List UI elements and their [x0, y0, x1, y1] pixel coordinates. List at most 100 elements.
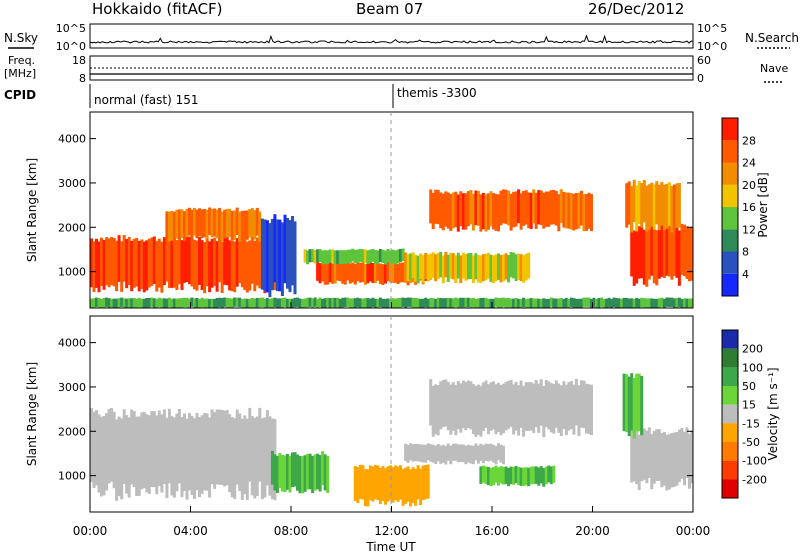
heatmap-cell	[183, 211, 186, 242]
heatmap-cell	[348, 298, 352, 308]
heatmap-cell	[567, 192, 571, 229]
heatmap-cell	[183, 413, 186, 491]
heatmap-cell	[228, 414, 232, 493]
heatmap-cell	[434, 298, 438, 308]
heatmap-cell	[120, 241, 124, 292]
heatmap-cell	[424, 253, 428, 279]
heatmap-cell	[469, 253, 473, 279]
heatmap-cell	[286, 454, 289, 490]
heatmap-cell	[223, 209, 227, 239]
heatmap-cell	[522, 190, 526, 226]
heatmap-cell	[640, 297, 644, 308]
heatmap-cell	[429, 379, 433, 426]
heatmap-cell	[145, 298, 149, 308]
power-colorbar-label: Power [dB]	[756, 172, 770, 237]
y-tick-label: 4000	[58, 133, 86, 146]
heatmap-cell	[620, 298, 624, 308]
heatmap-cell	[132, 298, 136, 308]
heatmap-cell	[409, 297, 413, 307]
heatmap-cell	[512, 466, 516, 485]
velocity-colorbar-swatch	[722, 460, 738, 480]
heatmap-cell	[451, 192, 455, 229]
heatmap-cell	[680, 427, 684, 479]
heatmap-cell	[233, 210, 237, 240]
power-colorbar-swatch	[722, 229, 738, 252]
heatmap-cell	[577, 385, 581, 436]
heatmap-cell	[363, 469, 367, 507]
heatmap-cell	[253, 240, 257, 292]
heatmap-cell	[512, 191, 516, 228]
heatmap-cell	[243, 415, 247, 495]
heatmap-cell	[110, 237, 114, 285]
heatmap-cell	[386, 249, 390, 262]
heatmap-cell	[642, 298, 646, 308]
heatmap-cell	[552, 190, 556, 225]
heatmap-cell	[286, 218, 289, 289]
heatmap-cell	[539, 466, 543, 484]
heatmap-cell	[476, 298, 480, 308]
heatmap-cell	[579, 298, 583, 308]
heatmap-cell	[265, 220, 269, 293]
heatmap-cell	[539, 379, 543, 426]
heatmap-cell	[218, 409, 222, 485]
heatmap-cell	[446, 254, 450, 282]
heatmap-cell	[147, 297, 151, 308]
power-colorbar-tick: 24	[742, 157, 756, 170]
heatmap-cell	[534, 298, 538, 308]
y-tick-label: 1000	[58, 266, 86, 279]
heatmap-cell	[223, 297, 227, 307]
heatmap-cell	[288, 298, 292, 308]
heatmap-cell	[439, 298, 443, 308]
heatmap-cell	[348, 249, 352, 263]
heatmap-cell	[170, 210, 174, 241]
heatmap-cell	[286, 298, 289, 308]
heatmap-cell	[205, 413, 209, 491]
heatmap-cell	[366, 263, 370, 284]
heatmap-cell	[220, 409, 224, 486]
heatmap-cell	[225, 208, 229, 238]
heatmap-cell	[381, 249, 385, 264]
heatmap-cell	[228, 298, 232, 308]
heatmap-cell	[270, 450, 274, 485]
freq-unit: [MHz]	[4, 67, 36, 80]
noise-right-tick-bottom: 10^0	[697, 40, 727, 53]
heatmap-cell	[200, 209, 204, 239]
heatmap-cell	[333, 297, 337, 308]
heatmap-cell	[667, 297, 671, 307]
heatmap-cell	[529, 192, 533, 229]
heatmap-cell	[97, 297, 101, 308]
heatmap-cell	[122, 298, 126, 308]
heatmap-cell	[554, 380, 558, 428]
heatmap-cell	[195, 240, 199, 291]
heatmap-cell	[122, 235, 126, 282]
heatmap-cell	[90, 238, 93, 288]
heatmap-cell	[466, 191, 470, 227]
heatmap-cell	[120, 418, 124, 500]
x-tick-label: 00:00	[676, 524, 711, 538]
heatmap-cell	[296, 297, 299, 307]
velocity-y-ticks: 1000 2000 3000 4000	[58, 337, 693, 483]
heatmap-cell	[401, 468, 405, 506]
heatmap-cell	[250, 297, 254, 308]
heatmap-cell	[170, 298, 174, 308]
heatmap-cell	[549, 466, 553, 485]
heatmap-cell	[529, 382, 533, 431]
heatmap-cell	[451, 253, 455, 280]
heatmap-cell	[449, 252, 453, 279]
heatmap-cell	[92, 298, 96, 308]
heatmap-cell	[343, 297, 347, 307]
heatmap-cell	[338, 250, 342, 264]
heatmap-cell	[394, 298, 397, 308]
heatmap-cell	[544, 191, 548, 227]
heatmap-cell	[172, 211, 176, 242]
heatmap-cell	[419, 253, 423, 280]
heatmap-cell	[479, 297, 483, 308]
y-tick-label: 3000	[58, 381, 86, 394]
power-heatmap	[90, 179, 694, 308]
heatmap-cell	[632, 230, 636, 286]
heatmap-cell	[270, 298, 274, 308]
heatmap-cell	[167, 211, 171, 242]
heatmap-cell	[582, 380, 586, 429]
heatmap-cell	[617, 298, 621, 308]
nave-label: Nave	[760, 62, 788, 75]
